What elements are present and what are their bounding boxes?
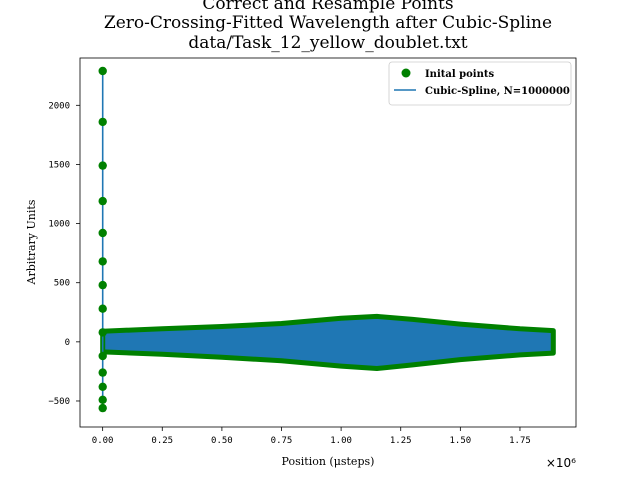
x-tick-label: 0.25 <box>151 436 173 446</box>
initial-point <box>98 304 107 313</box>
y-axis-label: Arbitrary Units <box>25 199 38 285</box>
legend-marker-initial-points <box>401 68 411 78</box>
initial-point <box>98 328 107 337</box>
y-tick-label: 0 <box>65 338 70 348</box>
x-tick-label: 1.75 <box>509 436 531 446</box>
initial-point <box>98 280 107 290</box>
y-axis: −500 0 500 1000 1500 2000 <box>48 101 80 407</box>
title-line-2: Zero-Crossing-Fitted Wavelength after Cu… <box>104 13 552 33</box>
initial-point <box>98 368 107 377</box>
initial-points-layer <box>98 66 107 413</box>
y-tick-label: 1500 <box>48 160 70 170</box>
spline-band <box>100 313 556 371</box>
axes-frame <box>79 57 577 428</box>
x-axis-label: Position (μsteps) <box>282 455 375 468</box>
initial-point <box>98 351 107 361</box>
y-tick-label: 2000 <box>48 101 70 111</box>
y-tick-label: −500 <box>48 397 70 407</box>
spline-band-layer <box>100 313 556 371</box>
legend-frame <box>388 61 572 106</box>
initial-point <box>98 228 107 238</box>
initial-point <box>98 66 107 76</box>
x-tick-label: 1.25 <box>390 436 412 446</box>
title-line-1: Correct and Resample Points <box>202 0 453 14</box>
title-line-3: data/Task_12_yellow_doublet.txt <box>188 33 467 53</box>
x-tick-label: 1.00 <box>330 436 352 446</box>
legend-label-initial-points: Inital points <box>425 69 494 80</box>
chart-title: Correct and Resample Points Zero-Crossin… <box>104 0 552 53</box>
initial-point <box>98 403 107 413</box>
initial-point <box>98 257 107 266</box>
y-tick-label: 500 <box>54 279 70 289</box>
initial-point <box>98 395 107 404</box>
initial-point <box>98 117 107 127</box>
x-tick-label: 0.75 <box>271 436 293 446</box>
x-tick-label: 1.50 <box>450 436 472 446</box>
plot-area <box>79 57 577 428</box>
x-axis-offset-label: ×10⁶ <box>546 456 576 470</box>
legend: Inital points Cubic-Spline, N=1000000 <box>388 61 572 106</box>
x-tick-label: 0.50 <box>211 436 233 446</box>
x-axis: 0.00 0.25 0.50 0.75 1.00 1.25 1.50 1.75 <box>92 427 531 446</box>
x-tick-label: 0.00 <box>92 436 114 446</box>
initial-point <box>98 196 107 206</box>
initial-point <box>98 382 107 391</box>
legend-label-cubic-spline: Cubic-Spline, N=1000000 <box>425 86 570 97</box>
y-tick-label: 1000 <box>48 220 70 230</box>
initial-point <box>98 161 107 170</box>
